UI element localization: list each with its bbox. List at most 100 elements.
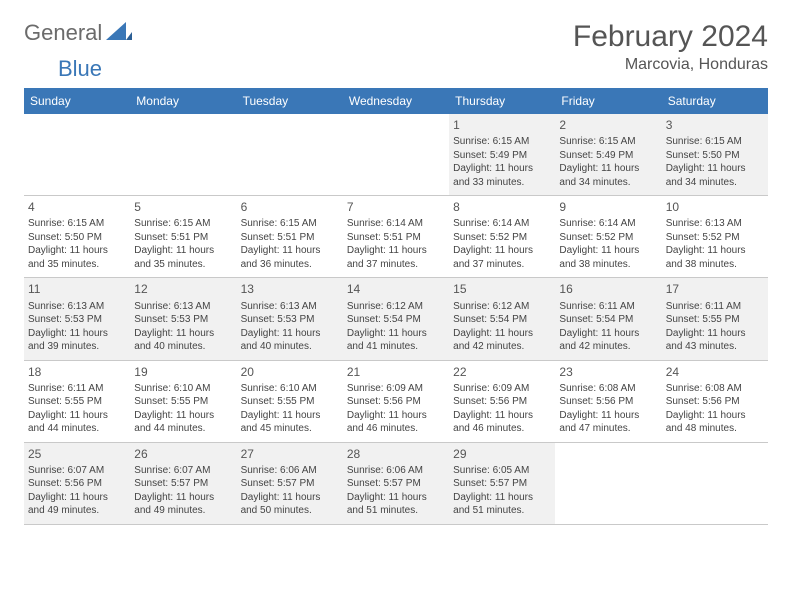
calendar-cell: 15Sunrise: 6:12 AMSunset: 5:54 PMDayligh… xyxy=(449,278,555,360)
daylight-line: Daylight: 11 hours and 36 minutes. xyxy=(241,244,339,271)
day-number: 12 xyxy=(134,281,232,297)
sunrise-line: Sunrise: 6:06 AM xyxy=(347,464,445,478)
daylight-line: Daylight: 11 hours and 42 minutes. xyxy=(559,327,657,354)
sunrise-line: Sunrise: 6:13 AM xyxy=(666,217,764,231)
sunrise-line: Sunrise: 6:15 AM xyxy=(666,135,764,149)
calendar-grid: SundayMondayTuesdayWednesdayThursdayFrid… xyxy=(24,88,768,525)
day-number: 4 xyxy=(28,199,126,215)
day-header-wednesday: Wednesday xyxy=(343,88,449,114)
day-number: 20 xyxy=(241,364,339,380)
sunset-line: Sunset: 5:50 PM xyxy=(28,231,126,245)
day-number: 16 xyxy=(559,281,657,297)
daylight-line: Daylight: 11 hours and 41 minutes. xyxy=(347,327,445,354)
sunset-line: Sunset: 5:51 PM xyxy=(241,231,339,245)
day-number: 26 xyxy=(134,446,232,462)
daylight-line: Daylight: 11 hours and 43 minutes. xyxy=(666,327,764,354)
calendar-cell: 16Sunrise: 6:11 AMSunset: 5:54 PMDayligh… xyxy=(555,278,661,360)
calendar-cell: 18Sunrise: 6:11 AMSunset: 5:55 PMDayligh… xyxy=(24,361,130,443)
sunset-line: Sunset: 5:55 PM xyxy=(666,313,764,327)
day-number: 14 xyxy=(347,281,445,297)
sunset-line: Sunset: 5:51 PM xyxy=(347,231,445,245)
daylight-line: Daylight: 11 hours and 38 minutes. xyxy=(666,244,764,271)
calendar-cell: 12Sunrise: 6:13 AMSunset: 5:53 PMDayligh… xyxy=(130,278,236,360)
sunrise-line: Sunrise: 6:09 AM xyxy=(453,382,551,396)
daylight-line: Daylight: 11 hours and 44 minutes. xyxy=(28,409,126,436)
daylight-line: Daylight: 11 hours and 45 minutes. xyxy=(241,409,339,436)
daylight-line: Daylight: 11 hours and 37 minutes. xyxy=(347,244,445,271)
day-number: 17 xyxy=(666,281,764,297)
calendar-cell: 22Sunrise: 6:09 AMSunset: 5:56 PMDayligh… xyxy=(449,361,555,443)
sunset-line: Sunset: 5:57 PM xyxy=(241,477,339,491)
location-label: Marcovia, Honduras xyxy=(573,56,768,74)
calendar-cell: 9Sunrise: 6:14 AMSunset: 5:52 PMDaylight… xyxy=(555,196,661,278)
calendar-cell: 23Sunrise: 6:08 AMSunset: 5:56 PMDayligh… xyxy=(555,361,661,443)
sunset-line: Sunset: 5:56 PM xyxy=(666,395,764,409)
sunset-line: Sunset: 5:53 PM xyxy=(134,313,232,327)
day-number: 10 xyxy=(666,199,764,215)
day-header-thursday: Thursday xyxy=(449,88,555,114)
daylight-line: Daylight: 11 hours and 49 minutes. xyxy=(134,491,232,518)
calendar-cell: 29Sunrise: 6:05 AMSunset: 5:57 PMDayligh… xyxy=(449,443,555,525)
sunset-line: Sunset: 5:57 PM xyxy=(134,477,232,491)
sunset-line: Sunset: 5:57 PM xyxy=(453,477,551,491)
daylight-line: Daylight: 11 hours and 47 minutes. xyxy=(559,409,657,436)
daylight-line: Daylight: 11 hours and 37 minutes. xyxy=(453,244,551,271)
day-number: 22 xyxy=(453,364,551,380)
daylight-line: Daylight: 11 hours and 49 minutes. xyxy=(28,491,126,518)
calendar-cell: 20Sunrise: 6:10 AMSunset: 5:55 PMDayligh… xyxy=(237,361,343,443)
daylight-line: Daylight: 11 hours and 46 minutes. xyxy=(453,409,551,436)
sunrise-line: Sunrise: 6:15 AM xyxy=(28,217,126,231)
calendar-cell: 21 Sunrise: 6:09 AMSunset: 5:56 PMDayligh… xyxy=(343,361,449,443)
sunrise-line: Sunrise: 6:10 AM xyxy=(241,382,339,396)
day-number: 18 xyxy=(28,364,126,380)
day-number: 6 xyxy=(241,199,339,215)
day-number: 5 xyxy=(134,199,232,215)
calendar-cell: 10 Sunrise: 6:13 AMSunset: 5:52 PMDayligh… xyxy=(662,196,768,278)
sunrise-line: Sunrise: 6:15 AM xyxy=(241,217,339,231)
sunrise-line: Sunrise: 6:12 AM xyxy=(453,300,551,314)
logo-text-blue: Blue xyxy=(58,56,102,81)
daylight-line: Daylight: 11 hours and 51 minutes. xyxy=(453,491,551,518)
logo: General xyxy=(24,20,132,46)
daylight-line: Daylight: 11 hours and 51 minutes. xyxy=(347,491,445,518)
sunset-line: Sunset: 5:49 PM xyxy=(453,149,551,163)
logo-text-general: General xyxy=(24,20,102,46)
calendar-cell: 8Sunrise: 6:14 AMSunset: 5:52 PMDaylight… xyxy=(449,196,555,278)
sunset-line: Sunset: 5:56 PM xyxy=(347,395,445,409)
daylight-line: Daylight: 11 hours and 35 minutes. xyxy=(134,244,232,271)
calendar-cell: 28Sunrise: 6:06 AMSunset: 5:57 PMDayligh… xyxy=(343,443,449,525)
day-number: 15 xyxy=(453,281,551,297)
calendar-cell: 27Sunrise: 6:06 AMSunset: 5:57 PMDayligh… xyxy=(237,443,343,525)
calendar-cell: 14Sunrise: 6:12 AMSunset: 5:54 PMDayligh… xyxy=(343,278,449,360)
day-number: 19 xyxy=(134,364,232,380)
calendar-cell-empty xyxy=(343,114,449,196)
day-number: 21 xyxy=(347,364,445,380)
sunrise-line: Sunrise: 6:13 AM xyxy=(28,300,126,314)
calendar-cell: 13Sunrise: 6:13 AMSunset: 5:53 PMDayligh… xyxy=(237,278,343,360)
sunset-line: Sunset: 5:54 PM xyxy=(347,313,445,327)
daylight-line: Daylight: 11 hours and 34 minutes. xyxy=(666,162,764,189)
sunrise-line: Sunrise: 6:09 AM xyxy=(347,382,445,396)
sunrise-line: Sunrise: 6:15 AM xyxy=(559,135,657,149)
day-number: 13 xyxy=(241,281,339,297)
daylight-line: Daylight: 11 hours and 39 minutes. xyxy=(28,327,126,354)
calendar-cell-empty xyxy=(130,114,236,196)
day-number: 25 xyxy=(28,446,126,462)
day-header-tuesday: Tuesday xyxy=(237,88,343,114)
calendar-cell: 7Sunrise: 6:14 AMSunset: 5:51 PMDaylight… xyxy=(343,196,449,278)
day-number: 27 xyxy=(241,446,339,462)
calendar-cell: 6 Sunrise: 6:15 AMSunset: 5:51 PMDaylight… xyxy=(237,196,343,278)
daylight-line: Daylight: 11 hours and 46 minutes. xyxy=(347,409,445,436)
sunrise-line: Sunrise: 6:15 AM xyxy=(453,135,551,149)
sunset-line: Sunset: 5:51 PM xyxy=(134,231,232,245)
sunrise-line: Sunrise: 6:15 AM xyxy=(134,217,232,231)
sunset-line: Sunset: 5:55 PM xyxy=(134,395,232,409)
sunrise-line: Sunrise: 6:08 AM xyxy=(666,382,764,396)
sunrise-line: Sunrise: 6:14 AM xyxy=(347,217,445,231)
day-header-monday: Monday xyxy=(130,88,236,114)
daylight-line: Daylight: 11 hours and 44 minutes. xyxy=(134,409,232,436)
sunrise-line: Sunrise: 6:13 AM xyxy=(241,300,339,314)
daylight-line: Daylight: 11 hours and 35 minutes. xyxy=(28,244,126,271)
calendar-cell-empty xyxy=(237,114,343,196)
sunset-line: Sunset: 5:52 PM xyxy=(666,231,764,245)
